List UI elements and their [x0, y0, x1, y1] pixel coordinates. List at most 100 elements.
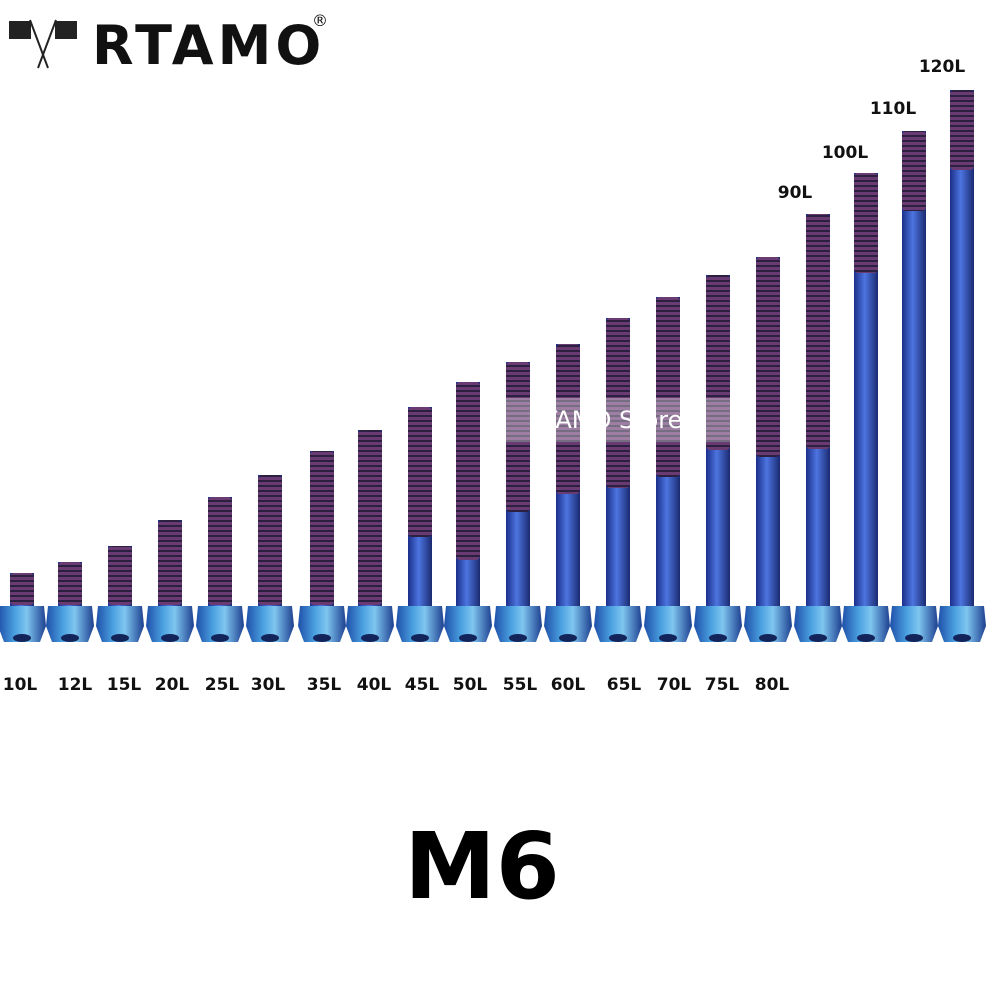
bolt-socket [709, 634, 727, 642]
bolt [644, 297, 692, 642]
bolt-length-label: 20L [155, 675, 190, 695]
bolt-socket [857, 634, 875, 642]
bolt [96, 546, 144, 642]
bolt [842, 173, 890, 642]
bolt [246, 475, 294, 642]
bolt [544, 344, 592, 642]
bolt [196, 497, 244, 642]
bolt [890, 131, 938, 642]
watermark-band [502, 398, 752, 442]
bolt-length-label: 10L [3, 675, 38, 695]
size-label: M6 [404, 813, 560, 920]
bolt-thread [358, 430, 382, 605]
bolt-length-label: 90L [778, 183, 813, 203]
bolt-socket [313, 634, 331, 642]
bolt-thread [756, 257, 780, 457]
bolt-length-label: 80L [755, 675, 790, 695]
bolt-head [544, 606, 592, 642]
bolt-socket [161, 634, 179, 642]
watermark: RTAMO Store [528, 406, 683, 434]
bolt-socket [361, 634, 379, 642]
bolt-socket [111, 634, 129, 642]
bolt-thread [10, 573, 34, 605]
bolt-head [298, 606, 346, 642]
registered-mark: ® [312, 11, 328, 30]
bolt-head [794, 606, 842, 642]
flags-icon [9, 19, 77, 69]
bolt-head [594, 606, 642, 642]
bolt [396, 407, 444, 642]
bolt [744, 257, 792, 642]
bolt-head [96, 606, 144, 642]
bolt-socket [559, 634, 577, 642]
bolt-head [196, 606, 244, 642]
bolt-socket [759, 634, 777, 642]
bolt [694, 275, 742, 642]
bolt-thread [806, 214, 830, 449]
bolt [444, 382, 492, 642]
bolt-length-label: 65L [607, 675, 642, 695]
bolt-head [938, 606, 986, 642]
bolt-socket [659, 634, 677, 642]
bolt [298, 451, 346, 642]
bolt [594, 318, 642, 642]
bolt-head [890, 606, 938, 642]
bolt-head [842, 606, 890, 642]
bolt-length-label: 100L [822, 143, 868, 163]
bolt-length-label: 40L [357, 675, 392, 695]
bolt-thread [854, 173, 878, 273]
bolt-head [396, 606, 444, 642]
bolt-length-label: 70L [657, 675, 692, 695]
bolt-head [0, 606, 46, 642]
bolt-thread [58, 562, 82, 605]
bolt-socket [13, 634, 31, 642]
bolt [494, 362, 542, 642]
bolt-socket [809, 634, 827, 642]
bolt-socket [509, 634, 527, 642]
bolt-thread [950, 90, 974, 170]
bolt-socket [211, 634, 229, 642]
bolt-head [744, 606, 792, 642]
bolt-length-label: 55L [503, 675, 538, 695]
bolt-length-label: 50L [453, 675, 488, 695]
brand: RTAMO [92, 14, 325, 77]
bolt-length-label: 15L [107, 675, 142, 695]
bolt-thread [310, 451, 334, 605]
bolt-thread [208, 497, 232, 605]
bolt-thread [902, 131, 926, 211]
bolt-socket [261, 634, 279, 642]
bolt-length-label: 110L [870, 99, 916, 119]
bolt-thread [108, 546, 132, 605]
bolt-length-label: 75L [705, 675, 740, 695]
bolt [146, 520, 194, 642]
bolt-thread [656, 297, 680, 477]
bolt-head [694, 606, 742, 642]
bolt-head [346, 606, 394, 642]
bolt-length-label: 12L [58, 675, 93, 695]
bolt-head [644, 606, 692, 642]
bolt-socket [411, 634, 429, 642]
bolt-thread [408, 407, 432, 537]
bolt [346, 430, 394, 642]
bolt-length-label: 30L [251, 675, 286, 695]
bolt-thread [456, 382, 480, 560]
logo: RTAMO ® [9, 11, 328, 77]
bolt-length-label: 35L [307, 675, 342, 695]
bolt-socket [953, 634, 971, 642]
bolt [46, 562, 94, 642]
bolt-thread [506, 362, 530, 512]
bolt-socket [61, 634, 79, 642]
bolt-thread [258, 475, 282, 605]
bolt-socket [459, 634, 477, 642]
bolt-shank [950, 90, 974, 606]
bolt [0, 573, 46, 642]
bolt-head [246, 606, 294, 642]
bolt-head [494, 606, 542, 642]
bolt-thread [706, 275, 730, 450]
bolt [938, 90, 986, 642]
bolt-length-label: 120L [919, 57, 965, 77]
bolt-thread [556, 344, 580, 494]
bolt-head [444, 606, 492, 642]
bolt-thread [606, 318, 630, 488]
